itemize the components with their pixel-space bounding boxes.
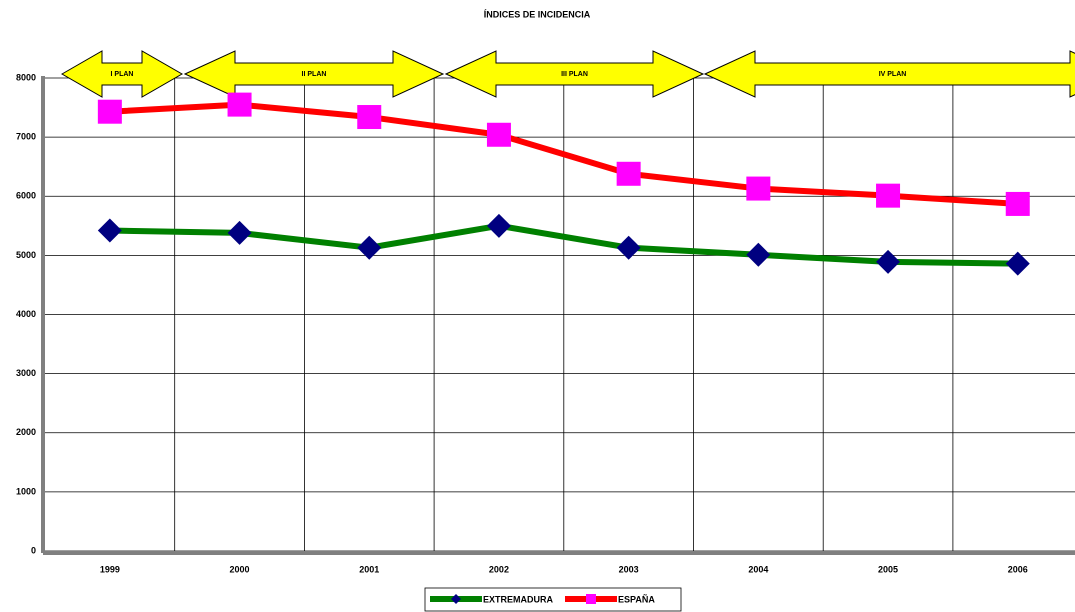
x-tick-label: 2000 [230, 564, 250, 574]
chart-title: ÍNDICES DE INCIDENCIA [484, 9, 591, 19]
y-tick-label: 2000 [16, 427, 36, 437]
x-tick-label: 2001 [359, 564, 379, 574]
marker [227, 92, 252, 117]
marker [357, 105, 382, 130]
marker [746, 176, 771, 201]
y-tick-label: 3000 [16, 368, 36, 378]
plan-arrow [444, 50, 705, 98]
marker [876, 249, 901, 274]
y-tick-label: 1000 [16, 486, 36, 496]
marker [227, 220, 252, 245]
x-tick-label: 2005 [878, 564, 898, 574]
plan-arrow [703, 50, 1075, 98]
marker [486, 213, 511, 238]
x-tick-label: 2006 [1008, 564, 1028, 574]
marker [616, 235, 641, 260]
y-tick-label: 7000 [16, 132, 36, 142]
plan-label: II PLAN [302, 71, 327, 78]
marker [746, 242, 771, 267]
legend-label: ESPAÑA [618, 594, 655, 604]
series-line [109, 222, 1018, 267]
legend-marker [586, 594, 596, 604]
marker [1005, 251, 1030, 276]
y-tick-label: 4000 [16, 309, 36, 319]
marker [876, 183, 901, 208]
y-tick-label: 0 [31, 545, 36, 555]
y-tick-label: 5000 [16, 250, 36, 260]
plan-arrow [183, 50, 445, 98]
y-tick-label: 8000 [16, 72, 36, 82]
x-tick-label: 2004 [748, 564, 768, 574]
marker [486, 122, 511, 147]
series-line [109, 101, 1018, 207]
x-tick-label: 2003 [619, 564, 639, 574]
plan-label: I PLAN [111, 71, 134, 78]
legend-marker [451, 594, 461, 604]
x-tick-label: 2002 [489, 564, 509, 574]
marker [357, 235, 382, 260]
marker [616, 161, 641, 186]
plan-arrow [60, 50, 184, 98]
legend-box [424, 587, 682, 612]
marker [97, 99, 122, 124]
x-tick-label: 1999 [100, 564, 120, 574]
marker [1005, 191, 1030, 216]
plan-label: III PLAN [561, 71, 588, 78]
y-tick-label: 6000 [16, 191, 36, 201]
plan-label: IV PLAN [879, 71, 907, 78]
marker [97, 218, 122, 243]
legend-label: EXTREMADURA [483, 594, 554, 604]
